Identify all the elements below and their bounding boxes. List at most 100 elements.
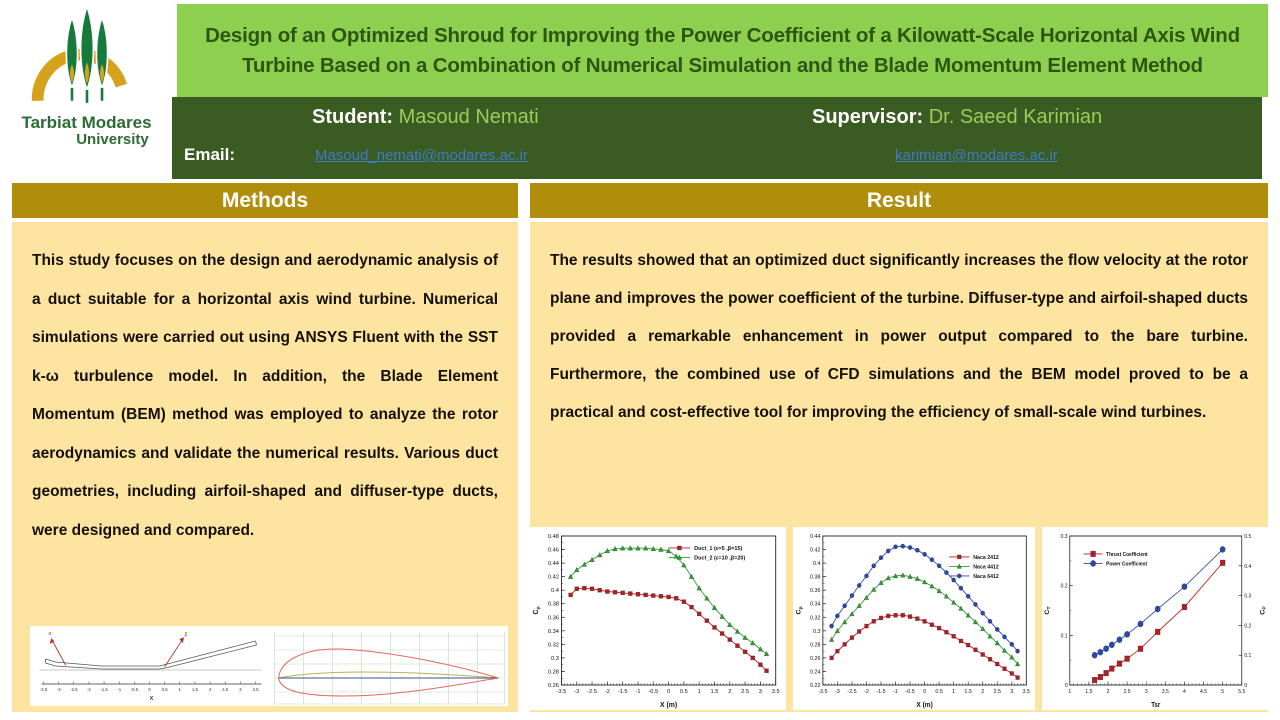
methods-header: Methods <box>12 183 518 218</box>
poster-title: Design of an Optimized Shroud for Improv… <box>205 23 1240 77</box>
svg-text:0.4: 0.4 <box>813 561 821 567</box>
svg-text:3.5: 3.5 <box>1022 689 1030 695</box>
svg-text:2: 2 <box>209 687 212 692</box>
svg-text:Naca 6412: Naca 6412 <box>973 574 999 580</box>
svg-text:0.44: 0.44 <box>548 561 560 567</box>
student-name: Masoud Nemati <box>393 106 539 128</box>
duct-arrow-label-alpha: α <box>49 631 52 637</box>
student-line: Student: Masoud Nemati <box>312 106 539 129</box>
duct-profile-plot: α β -3.5 -3 -2.5 -2 -1.5 -1 -0.5 0 0.5 1 1.5 2 2.5 3 3… <box>31 626 268 706</box>
svg-text:0.24: 0.24 <box>810 669 821 675</box>
svg-text:CT: CT <box>1044 606 1051 614</box>
svg-text:-0.5: -0.5 <box>905 689 914 695</box>
svg-text:0: 0 <box>1245 683 1248 689</box>
svg-text:0.2: 0.2 <box>1245 623 1252 629</box>
university-logo: Tarbiat Modares University <box>0 0 173 181</box>
svg-text:2: 2 <box>1107 689 1110 695</box>
svg-text:1: 1 <box>698 689 701 695</box>
result-panel: The results showed that an optimized duc… <box>530 222 1268 712</box>
svg-text:-2: -2 <box>87 687 91 692</box>
svg-text:0.4: 0.4 <box>551 588 560 594</box>
svg-text:Naca 4412: Naca 4412 <box>973 564 999 570</box>
svg-text:3: 3 <box>759 689 762 695</box>
svg-text:0.32: 0.32 <box>810 615 821 621</box>
svg-text:0.26: 0.26 <box>810 656 821 662</box>
svg-text:X (m): X (m) <box>916 702 932 709</box>
svg-text:-1.5: -1.5 <box>100 687 108 692</box>
svg-text:0.4: 0.4 <box>1245 564 1252 570</box>
svg-text:1.5: 1.5 <box>964 689 972 695</box>
svg-text:3: 3 <box>1145 689 1148 695</box>
svg-text:-3: -3 <box>574 689 579 695</box>
svg-text:1: 1 <box>1069 689 1072 695</box>
svg-text:3.5: 3.5 <box>252 687 259 692</box>
svg-text:0.46: 0.46 <box>548 548 559 554</box>
svg-text:0.34: 0.34 <box>810 602 821 608</box>
svg-text:-2.5: -2.5 <box>70 687 78 692</box>
svg-text:5: 5 <box>1221 689 1224 695</box>
svg-text:Cp: Cp <box>795 606 803 614</box>
svg-text:0.36: 0.36 <box>810 588 821 594</box>
svg-text:0.38: 0.38 <box>810 575 821 581</box>
svg-text:1.5: 1.5 <box>192 687 199 692</box>
svg-text:Thrust Coefficient: Thrust Coefficient <box>1106 552 1148 558</box>
title-bar: Design of an Optimized Shroud for Improv… <box>177 4 1268 97</box>
airfoil-profile-plot <box>270 626 507 706</box>
university-logo-icon <box>31 3 127 103</box>
svg-text:2: 2 <box>728 689 731 695</box>
svg-text:-0.5: -0.5 <box>648 689 658 695</box>
svg-text:-3.5: -3.5 <box>557 689 567 695</box>
svg-text:Cp: Cp <box>533 606 541 614</box>
svg-text:0.5: 0.5 <box>935 689 943 695</box>
duct-axis-label: X <box>150 696 154 702</box>
svg-text:0.28: 0.28 <box>810 642 821 648</box>
svg-text:-2.5: -2.5 <box>847 689 856 695</box>
svg-text:-1.5: -1.5 <box>618 689 628 695</box>
svg-text:0.26: 0.26 <box>548 683 559 689</box>
supervisor-email-link[interactable]: karimian@modares.ac.ir <box>895 147 1058 164</box>
result-header: Result <box>530 183 1268 218</box>
svg-text:CP: CP <box>1260 606 1267 614</box>
university-name-line1: Tarbiat Modares <box>21 113 152 132</box>
svg-text:3: 3 <box>239 687 242 692</box>
svg-text:2.5: 2.5 <box>1124 689 1131 695</box>
supervisor-name: Dr. Saeed Karimian <box>923 106 1103 128</box>
duct-arrow-label-beta: β <box>185 632 188 638</box>
svg-text:0.28: 0.28 <box>548 669 559 675</box>
svg-text:0.1: 0.1 <box>1245 653 1252 659</box>
svg-text:4.5: 4.5 <box>1200 689 1207 695</box>
student-label: Student: <box>312 106 394 128</box>
supervisor-label: Supervisor: <box>812 106 924 128</box>
svg-text:3: 3 <box>1010 689 1013 695</box>
svg-text:0.44: 0.44 <box>810 534 821 540</box>
svg-text:1: 1 <box>952 689 955 695</box>
university-name: Tarbiat Modares University <box>0 114 173 148</box>
student-email-link[interactable]: Masoud_nemati@modares.ac.ir <box>315 147 528 164</box>
svg-text:4: 4 <box>1183 689 1186 695</box>
result-charts-row: -3.5 -3 -2.5 -2 -1.5 -1 -0.5 0 0.5 1 1.5 2 2.5 3 3.5 0.… <box>530 527 1268 710</box>
svg-text:X (m): X (m) <box>660 702 677 709</box>
duct-axis-ticks: -3.5 -3 -2.5 -2 -1.5 -1 -0.5 0 0.5 1 1.5 2 2.5 3 3.5 <box>40 681 259 692</box>
svg-text:0.5: 0.5 <box>1245 534 1252 540</box>
people-row: Student: Masoud Nemati Supervisor: Dr. S… <box>172 106 1262 134</box>
svg-text:-1: -1 <box>635 689 640 695</box>
svg-text:0.36: 0.36 <box>548 615 559 621</box>
svg-text:-1: -1 <box>893 689 898 695</box>
svg-text:Duct_2 (ε=10 ,β=20): Duct_2 (ε=10 ,β=20) <box>694 555 745 561</box>
people-band: Student: Masoud Nemati Supervisor: Dr. S… <box>172 97 1262 179</box>
svg-text:Tsr: Tsr <box>1151 702 1160 709</box>
svg-text:-3.5: -3.5 <box>818 689 827 695</box>
svg-text:-2: -2 <box>605 689 610 695</box>
svg-text:0.3: 0.3 <box>1245 593 1252 599</box>
svg-text:0.32: 0.32 <box>548 642 559 648</box>
svg-text:-0.5: -0.5 <box>131 687 139 692</box>
methods-text: This study focuses on the design and aer… <box>32 252 498 539</box>
svg-text:0: 0 <box>1065 683 1068 689</box>
duct-geometry-figure: α β -3.5 -3 -2.5 -2 -1.5 -1 -0.5 0 0.5 1 1.5 2 2.5 3 3… <box>30 626 508 706</box>
svg-text:2.5: 2.5 <box>741 689 749 695</box>
svg-text:-3: -3 <box>835 689 840 695</box>
svg-text:-1.5: -1.5 <box>876 689 885 695</box>
svg-text:0.3: 0.3 <box>813 629 821 635</box>
svg-text:1.5: 1.5 <box>1086 689 1093 695</box>
